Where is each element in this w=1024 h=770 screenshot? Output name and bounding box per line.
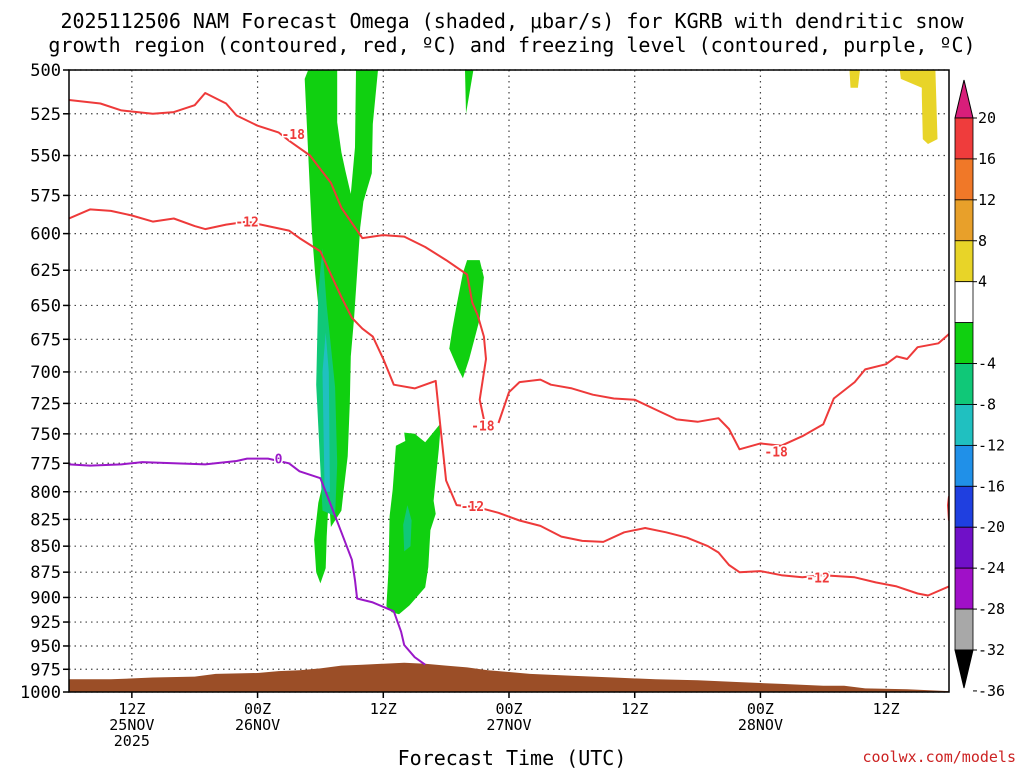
colorbar-bin [954, 608, 974, 651]
omega-region [849, 70, 860, 88]
colorbar-label: -20 [978, 518, 1005, 536]
colorbar-bin [954, 526, 974, 569]
colorbar-bin [954, 240, 974, 283]
colorbar-bin [954, 158, 974, 201]
colorbar-label: 20 [978, 109, 996, 127]
x-tick-label: 00Z [244, 700, 271, 718]
x-tick-label: 12Z [873, 700, 900, 718]
credit-text[interactable]: coolwx.com/models [862, 748, 1016, 766]
y-tick-label: 725 [30, 394, 61, 414]
y-tick-label: 850 [30, 537, 61, 557]
colorbar-bin [954, 567, 974, 610]
y-tick-label: 775 [30, 454, 61, 474]
contour-label: -12 [235, 216, 258, 231]
y-tick-label: 1000 [20, 683, 61, 703]
colorbar-label: 8 [978, 232, 987, 250]
omega-region [322, 332, 330, 492]
chart-title-line2: growth region (contoured, red, ºC) and f… [48, 33, 976, 57]
y-tick-label: 575 [30, 186, 61, 206]
contour-line [69, 208, 949, 597]
y-tick-label: 600 [30, 225, 61, 245]
x-tick-label: 12Z [621, 700, 648, 718]
contour-label: -18 [764, 446, 788, 461]
colorbar-label: -32 [978, 641, 1005, 659]
y-tick-label: 825 [30, 510, 61, 530]
colorbar-label: -12 [978, 436, 1005, 454]
colorbar-label: -16 [978, 477, 1005, 495]
y-tick-label: 875 [30, 563, 61, 583]
colorbar-bin [954, 363, 974, 405]
chart-title-line1: 2025112506 NAM Forecast Omega (shaded, μ… [60, 9, 964, 33]
colorbar-bottom-arrow [954, 649, 974, 689]
y-tick-label: 900 [30, 588, 61, 608]
colorbar-bin [954, 444, 974, 487]
omega-region [449, 260, 484, 379]
y-tick-label: 500 [30, 61, 61, 81]
x-tick-label: 12Z [370, 700, 397, 718]
contour-label: -12 [461, 500, 484, 515]
y-tick-label: 650 [30, 296, 61, 316]
y-tick-label: 975 [30, 660, 61, 680]
colorbar-label: -4 [978, 355, 996, 373]
omega-region [465, 70, 474, 114]
omega-region [304, 70, 378, 584]
y-tick-label: 550 [30, 147, 61, 167]
contour-label: -18 [281, 128, 305, 143]
contour-label: 0 [275, 453, 283, 468]
colorbar-label: 16 [978, 150, 996, 168]
x-tick-label: 28NOV [738, 716, 783, 734]
omega-region [403, 505, 412, 552]
x-tick-label: 25NOV [109, 716, 154, 734]
colorbar-label: -8 [978, 395, 996, 413]
y-tick-label: 950 [30, 637, 61, 657]
x-tick-label: 26NOV [235, 716, 280, 734]
omega-region [386, 423, 441, 615]
x-tick-label: 27NOV [486, 716, 531, 734]
y-tick-label: 525 [30, 105, 61, 125]
terrain-fill [69, 662, 949, 692]
colorbar-top-arrow [954, 79, 974, 119]
colorbar-label: 4 [978, 273, 987, 291]
y-tick-label: 625 [30, 261, 61, 281]
colorbar-bin [954, 117, 974, 160]
colorbar-label: -24 [978, 559, 1005, 577]
colorbar-bin [954, 404, 974, 446]
colorbar-bin [954, 281, 974, 324]
colorbar-label: -36 [978, 682, 1005, 700]
x-tick-label: 12Z [118, 700, 145, 718]
colorbar-bin [954, 322, 974, 364]
contour-label: -12 [806, 571, 829, 586]
y-tick-label: 700 [30, 363, 61, 383]
contour-label: -18 [471, 419, 495, 434]
x-tick-label: 2025 [114, 732, 150, 750]
omega-region [899, 70, 938, 144]
y-tick-label: 675 [30, 330, 61, 350]
colorbar-label: 12 [978, 191, 996, 209]
x-axis-title: Forecast Time (UTC) [397, 746, 627, 770]
colorbar-bin [954, 199, 974, 242]
contour-line [69, 92, 487, 420]
contour-line [497, 333, 949, 451]
contour-line [69, 457, 426, 666]
colorbar-bin [954, 485, 974, 528]
y-tick-label: 750 [30, 425, 61, 445]
y-tick-label: 925 [30, 613, 61, 633]
x-tick-label: 00Z [495, 700, 522, 718]
colorbar-label: -28 [978, 600, 1005, 618]
x-tick-label: 00Z [747, 700, 774, 718]
y-tick-label: 800 [30, 483, 61, 503]
